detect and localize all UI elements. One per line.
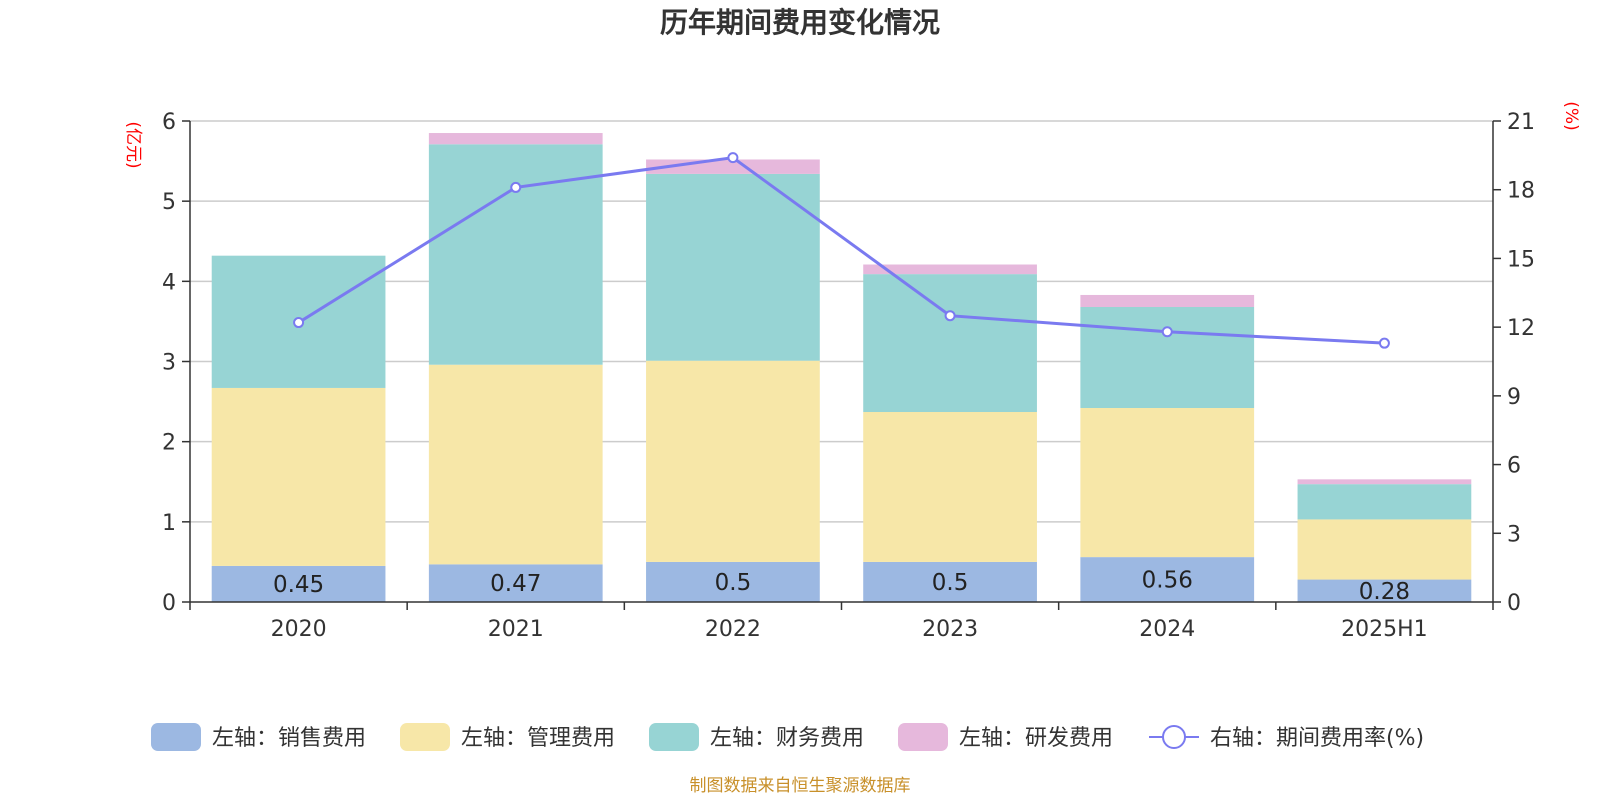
right-axis-tick-label: 15 (1507, 247, 1535, 272)
line-point (1161, 326, 1173, 338)
right-axis-tick-label: 18 (1507, 179, 1535, 204)
bar-segment (1080, 557, 1255, 602)
bar-segment (1297, 479, 1472, 485)
right-axis-unit: (%) (1561, 101, 1581, 130)
right-axis-tick-label: 0 (1507, 591, 1521, 616)
bar-segment (428, 364, 603, 565)
bar-segment (863, 561, 1037, 602)
bar-data-label: 0.5 (932, 570, 969, 596)
bar-segment (863, 412, 1037, 562)
left-axis-unit: (亿元) (123, 121, 143, 168)
left-axis-tick-label: 1 (162, 511, 176, 536)
bar-segment (863, 264, 1037, 275)
left-axis-tick-label: 0 (162, 591, 176, 616)
left-axis-tick-label: 3 (162, 351, 176, 376)
line-point (1378, 337, 1390, 349)
bar-segment (646, 173, 820, 361)
legend-swatch (151, 723, 201, 751)
legend-label: 右轴：期间费用率(%) (1210, 726, 1424, 751)
bar-series (211, 133, 1472, 602)
legend-label: 左轴：管理费用 (461, 726, 615, 751)
bar-data-label: 0.47 (490, 571, 541, 597)
bar-segment (863, 274, 1037, 413)
bar-segment (428, 144, 603, 365)
bar-segment (428, 564, 603, 602)
data-labels: 0.45 0.47 0.5 0.5 0.56 0.28 (273, 568, 1410, 605)
right-axis-tick-label: 12 (1507, 316, 1535, 341)
bar-segment (1080, 294, 1255, 307)
bar-segment (1297, 519, 1472, 580)
x-axis-tick-label: 2020 (271, 617, 327, 642)
legend-swatch (898, 723, 948, 751)
source-note: 制图数据来自恒生聚源数据库 (690, 776, 911, 796)
line-path (297, 156, 1385, 345)
line-point (727, 152, 739, 164)
bar-data-label: 0.5 (715, 570, 752, 596)
line-series (293, 152, 1390, 349)
legend-label: 左轴：研发费用 (959, 726, 1113, 751)
line-point (944, 310, 956, 322)
legend-label: 左轴：财务费用 (710, 726, 864, 751)
bar-segment (1297, 579, 1472, 602)
bar-segment (646, 561, 820, 602)
left-axis-tick-label: 4 (162, 270, 176, 295)
legend-swatch (400, 723, 450, 751)
bar-data-label: 0.28 (1359, 579, 1410, 605)
right-axis-tick-label: 21 (1507, 110, 1535, 135)
chart-title: 历年期间费用变化情况 (660, 6, 940, 39)
bar-segment (428, 133, 603, 145)
x-axis-tick-label: 2021 (488, 617, 544, 642)
line-point (510, 181, 522, 193)
right-axis-tick-label: 9 (1507, 385, 1521, 410)
bar-segment (211, 387, 386, 566)
bar-segment (1080, 407, 1255, 558)
legend-swatch-marker (1162, 725, 1186, 749)
x-axis-tick-label: 2023 (922, 617, 978, 642)
legend-label: 左轴：销售费用 (212, 726, 366, 751)
x-axis-tick-label: 2022 (705, 617, 761, 642)
x-axis-tick-label: 2025H1 (1341, 617, 1428, 642)
bar-segment (646, 360, 820, 562)
bar-segment (1080, 306, 1255, 408)
bar-data-label: 0.56 (1142, 568, 1193, 594)
left-axis-tick-label: 2 (162, 431, 176, 456)
grid-lines (190, 120, 1493, 523)
legend: 左轴：销售费用 左轴：管理费用 左轴：财务费用 左轴：研发费用 右轴：期间费用率(%) (151, 723, 1424, 751)
legend-swatch (649, 723, 699, 751)
right-axis-tick-label: 3 (1507, 522, 1521, 547)
bar-data-label: 0.45 (273, 572, 324, 598)
bar-segment (211, 565, 386, 602)
left-axis-tick-label: 5 (162, 190, 176, 215)
line-point (293, 317, 305, 329)
right-axis-tick-label: 6 (1507, 454, 1521, 479)
left-axis-tick-label: 6 (162, 110, 176, 135)
x-axis-tick-label: 2024 (1139, 617, 1195, 642)
bar-segment (1297, 484, 1472, 520)
